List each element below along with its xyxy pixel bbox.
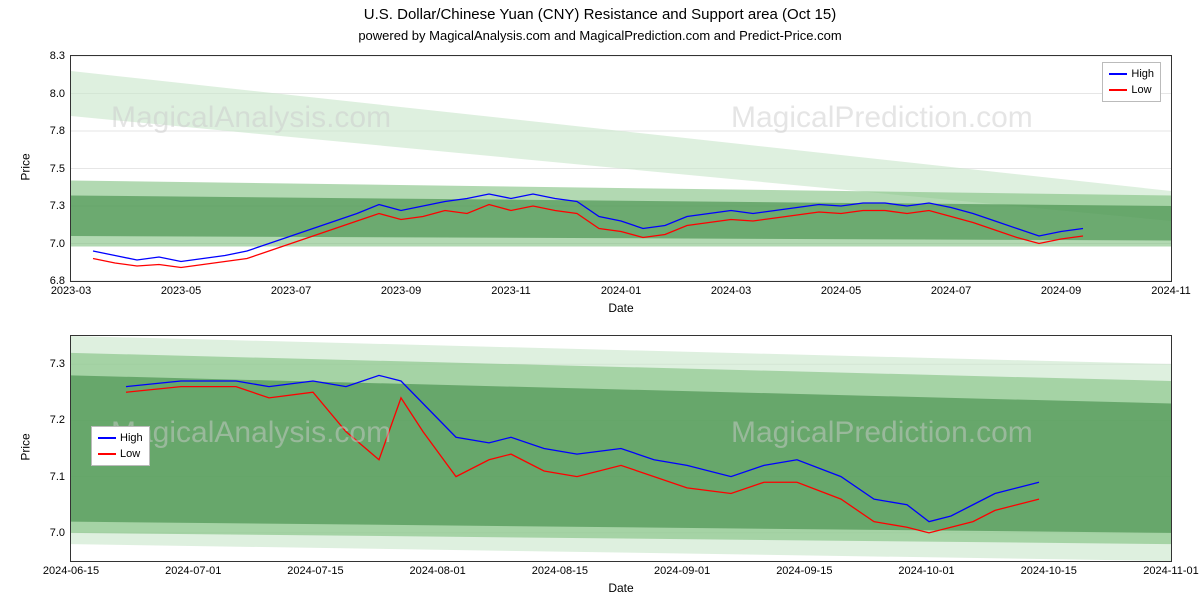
xtick-label: 2023-05 (161, 281, 201, 297)
bottom-chart: MagicalAnalysis.com MagicalPrediction.co… (70, 335, 1172, 562)
xtick-label: 2024-07-01 (165, 561, 221, 577)
legend-line-high (98, 437, 116, 439)
ytick-label: 7.1 (25, 471, 71, 483)
legend-label-high: High (1131, 66, 1154, 82)
legend-row-high: High (98, 430, 143, 446)
ytick-label: 7.3 (25, 200, 71, 212)
xtick-label: 2024-07 (931, 281, 971, 297)
xtick-label: 2024-09-15 (776, 561, 832, 577)
chart-subtitle: powered by MagicalAnalysis.com and Magic… (0, 28, 1200, 43)
legend-row-low: Low (1109, 82, 1154, 98)
top-ylabel: Price (19, 153, 33, 180)
xtick-label: 2024-01 (601, 281, 641, 297)
xtick-label: 2024-08-01 (410, 561, 466, 577)
bottom-chart-svg (71, 336, 1171, 561)
top-xlabel: Date (608, 301, 633, 315)
legend-label-low: Low (120, 446, 140, 462)
bottom-ylabel: Price (19, 433, 33, 460)
xtick-label: 2024-05 (821, 281, 861, 297)
legend-label-low: Low (1131, 82, 1151, 98)
top-chart: MagicalAnalysis.com MagicalPrediction.co… (70, 55, 1172, 282)
chart-title: U.S. Dollar/Chinese Yuan (CNY) Resistanc… (0, 6, 1200, 23)
xtick-label: 2024-09-01 (654, 561, 710, 577)
legend-line-high (1109, 73, 1127, 75)
xtick-label: 2024-11 (1151, 281, 1191, 297)
ytick-label: 7.0 (25, 527, 71, 539)
legend-label-high: High (120, 430, 143, 446)
legend-top: High Low (1102, 62, 1161, 102)
ytick-label: 7.2 (25, 414, 71, 426)
xtick-label: 2023-09 (381, 281, 421, 297)
ytick-label: 7.0 (25, 238, 71, 250)
legend-row-high: High (1109, 66, 1154, 82)
figure-container: U.S. Dollar/Chinese Yuan (CNY) Resistanc… (0, 0, 1200, 600)
xtick-label: 2024-06-15 (43, 561, 99, 577)
legend-row-low: Low (98, 446, 143, 462)
xtick-label: 2024-11-01 (1143, 561, 1198, 577)
ytick-label: 8.3 (25, 50, 71, 62)
legend-bottom: High Low (91, 426, 150, 466)
xtick-label: 2023-03 (51, 281, 91, 297)
legend-line-low (98, 453, 116, 455)
ytick-label: 7.8 (25, 125, 71, 137)
ytick-label: 8.0 (25, 88, 71, 100)
xtick-label: 2024-10-01 (898, 561, 954, 577)
ytick-label: 7.3 (25, 358, 71, 370)
xtick-label: 2024-09 (1041, 281, 1081, 297)
xtick-label: 2024-08-15 (532, 561, 588, 577)
top-chart-svg (71, 56, 1171, 281)
xtick-label: 2023-07 (271, 281, 311, 297)
bottom-xlabel: Date (608, 581, 633, 595)
xtick-label: 2024-07-15 (287, 561, 343, 577)
xtick-label: 2024-03 (711, 281, 751, 297)
xtick-label: 2024-10-15 (1021, 561, 1077, 577)
legend-line-low (1109, 89, 1127, 91)
xtick-label: 2023-11 (491, 281, 531, 297)
